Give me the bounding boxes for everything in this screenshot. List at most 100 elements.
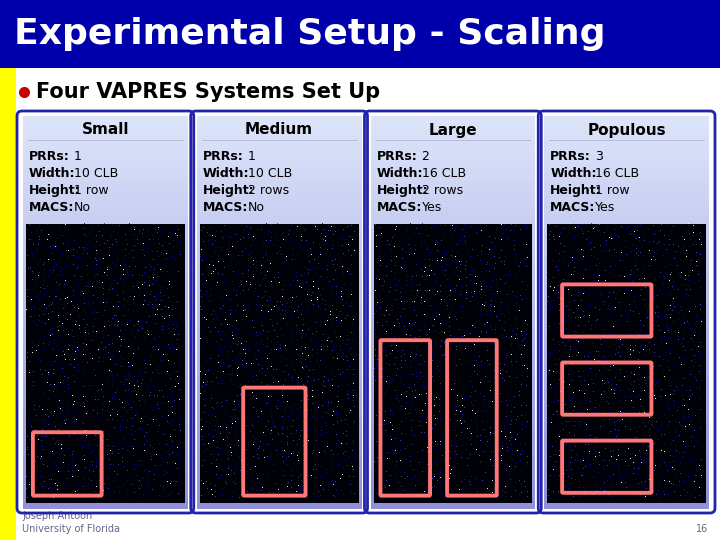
Bar [23, 220, 188, 227]
Bar [371, 240, 535, 247]
Bar [197, 364, 361, 372]
Bar [544, 377, 709, 384]
Bar [544, 456, 709, 463]
Bar [197, 273, 361, 280]
Bar [371, 129, 535, 136]
Bar [23, 351, 188, 358]
Bar [371, 220, 535, 227]
Bar [23, 253, 188, 260]
Bar [371, 175, 535, 182]
Bar [197, 403, 361, 410]
Bar [544, 175, 709, 182]
Bar [23, 188, 188, 195]
Bar [197, 227, 361, 234]
Bar [371, 449, 535, 456]
Bar [23, 123, 188, 130]
Bar [197, 462, 361, 469]
Bar [197, 482, 361, 489]
Text: 1: 1 [248, 150, 256, 163]
Bar [197, 168, 361, 176]
Bar [544, 207, 709, 214]
Bar [544, 227, 709, 234]
Bar [23, 443, 188, 450]
Text: Populous: Populous [588, 123, 666, 138]
Bar [371, 266, 535, 273]
Bar [197, 377, 361, 384]
Text: 1 row: 1 row [595, 184, 630, 197]
Bar [371, 116, 535, 123]
Bar [371, 390, 535, 397]
Bar [197, 416, 361, 423]
Bar [23, 175, 188, 182]
Bar [544, 319, 709, 326]
Bar [544, 292, 709, 300]
Bar [23, 286, 188, 293]
Bar [544, 279, 709, 286]
Bar [197, 436, 361, 443]
Bar [23, 292, 188, 300]
Bar [544, 325, 709, 332]
Bar [197, 443, 361, 450]
Bar [23, 410, 188, 417]
Bar [371, 286, 535, 293]
Bar [371, 168, 535, 176]
Bar [544, 142, 709, 149]
Bar [23, 423, 188, 430]
Bar [23, 260, 188, 267]
Text: 3: 3 [595, 150, 603, 163]
Bar [23, 332, 188, 339]
Bar [371, 253, 535, 260]
Text: 1: 1 [74, 150, 82, 163]
Bar [23, 201, 188, 208]
Bar [23, 462, 188, 469]
Bar [544, 397, 709, 404]
Bar [544, 214, 709, 221]
Bar [23, 273, 188, 280]
Text: Height:: Height: [29, 184, 81, 197]
Bar [544, 286, 709, 293]
Bar [197, 136, 361, 143]
Bar [371, 338, 535, 345]
Bar [544, 253, 709, 260]
Bar [371, 142, 535, 149]
Bar [371, 357, 535, 364]
Bar [544, 162, 709, 169]
Text: PRRs:: PRRs: [377, 150, 418, 163]
Bar [197, 116, 361, 123]
Bar [371, 123, 535, 130]
Bar [23, 390, 188, 397]
Bar [544, 148, 709, 156]
Text: 16 CLB: 16 CLB [421, 167, 466, 180]
Bar [23, 456, 188, 463]
Bar [23, 148, 188, 156]
Bar [197, 345, 361, 352]
Bar [371, 214, 535, 221]
Bar [544, 443, 709, 450]
Bar [547, 224, 706, 503]
Bar [371, 273, 535, 280]
Bar [371, 397, 535, 404]
Bar [544, 423, 709, 430]
Text: PRRs:: PRRs: [203, 150, 243, 163]
Bar [197, 319, 361, 326]
Bar [197, 142, 361, 149]
Bar [23, 162, 188, 169]
Bar [544, 449, 709, 456]
Bar [371, 482, 535, 489]
Bar [544, 410, 709, 417]
Bar [371, 403, 535, 410]
Bar [371, 332, 535, 339]
Bar [544, 188, 709, 195]
Bar [0, 68, 720, 540]
Bar [371, 364, 535, 372]
Bar [197, 312, 361, 319]
Text: Yes: Yes [421, 201, 442, 214]
Text: Four VAPRES Systems Set Up: Four VAPRES Systems Set Up [36, 82, 380, 102]
Bar [197, 234, 361, 241]
Bar [544, 351, 709, 358]
Bar [197, 247, 361, 254]
Bar [544, 273, 709, 280]
Text: Small: Small [81, 123, 129, 138]
Text: Height:: Height: [377, 184, 428, 197]
Text: 16: 16 [696, 524, 708, 534]
